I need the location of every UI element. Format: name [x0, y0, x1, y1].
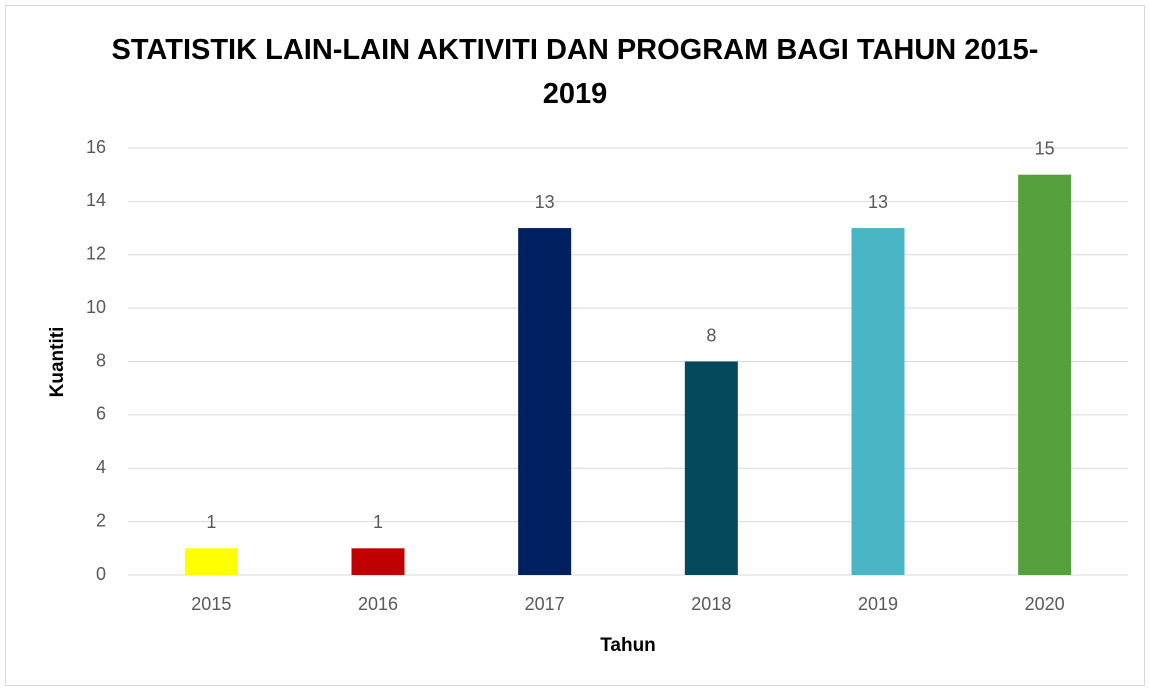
y-tick-label: 8	[96, 350, 106, 370]
data-label: 1	[206, 512, 216, 532]
x-tick-label: 2015	[191, 594, 231, 614]
x-tick-label: 2019	[858, 594, 898, 614]
bar	[184, 548, 238, 575]
bar	[351, 548, 405, 575]
y-tick-label: 2	[96, 510, 106, 530]
data-label: 8	[706, 325, 716, 345]
data-label: 13	[868, 192, 888, 212]
y-tick-label: 6	[96, 404, 106, 424]
y-tick-label: 10	[86, 297, 106, 317]
y-tick-label: 4	[96, 457, 106, 477]
y-tick-label: 14	[86, 190, 106, 210]
y-tick-label: 16	[86, 137, 106, 157]
x-axis-title: Tahun	[600, 635, 656, 656]
x-tick-label: 2018	[691, 594, 731, 614]
chart-title: STATISTIK LAIN-LAIN AKTIVITI DAN PROGRAM…	[111, 34, 1039, 110]
y-axis-title: Kuantiti	[47, 327, 68, 398]
bar	[684, 361, 738, 575]
x-tick-label: 2017	[525, 594, 565, 614]
data-label: 13	[535, 192, 555, 212]
y-tick-label: 0	[96, 564, 106, 584]
x-tick-label: 2020	[1025, 594, 1065, 614]
bar	[851, 228, 905, 575]
x-tick-label: 2016	[358, 594, 398, 614]
y-tick-label: 12	[86, 244, 106, 264]
data-label: 1	[373, 512, 383, 532]
bar	[1018, 174, 1072, 575]
bar	[518, 228, 572, 575]
chart-border	[5, 5, 1145, 686]
data-label: 15	[1035, 138, 1055, 158]
